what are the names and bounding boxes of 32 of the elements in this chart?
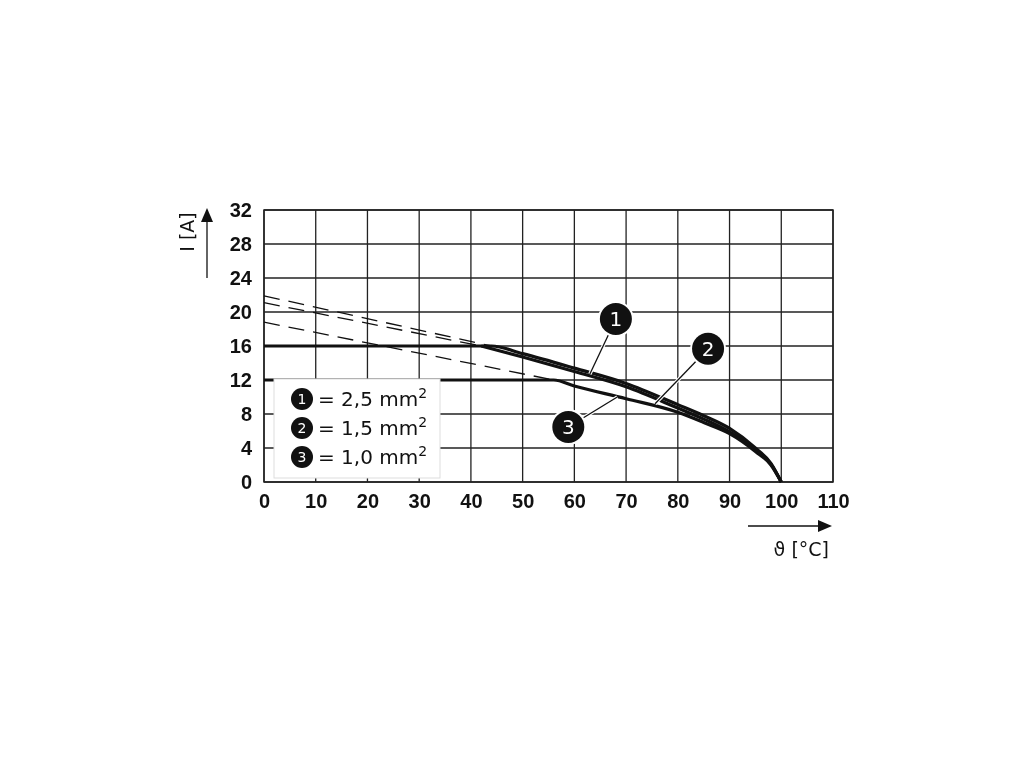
legend-label: = 1,0 mm$^{2}$	[318, 443, 428, 470]
y-tick-label: 32	[229, 198, 252, 221]
x-tick-label: 40	[460, 490, 483, 513]
y-tick-label: 28	[229, 232, 252, 255]
legend-label: = 2,5 mm$^{2}$	[318, 385, 428, 412]
y-tick-label: 16	[229, 334, 252, 357]
x-tick-label: 100	[765, 490, 799, 513]
x-tick-label: 110	[817, 490, 850, 513]
x-tick-label: 60	[563, 490, 586, 513]
x-tick-label: 80	[667, 490, 690, 513]
annotation: 1	[609, 307, 623, 332]
y-tick-label: 20	[229, 300, 252, 323]
x-tick-label: 70	[615, 490, 638, 513]
y-tick-label: 0	[240, 470, 252, 493]
text: 2	[297, 420, 307, 437]
x-axis-title: ϑ [°C]	[773, 538, 829, 560]
y-axis-title: I [A]	[176, 212, 198, 252]
y-tick-label: 24	[229, 266, 253, 289]
y-tick-label: 8	[240, 402, 252, 425]
text: 3	[297, 449, 307, 466]
legend-label: = 1,5 mm$^{2}$	[318, 414, 428, 441]
x-tick-label: 0	[258, 490, 271, 513]
x-tick-label: 30	[408, 490, 431, 513]
x-tick-label: 20	[356, 490, 380, 513]
annotation: 3	[561, 415, 575, 440]
y-tick-label: 4	[240, 436, 253, 459]
x-tick-label: 50	[512, 490, 535, 513]
x-tick-label: 10	[305, 490, 328, 513]
y-tick-label: 12	[229, 368, 252, 391]
x-tick-label: 90	[718, 490, 742, 513]
annotation: 2	[701, 337, 715, 361]
text: 1	[297, 391, 307, 408]
